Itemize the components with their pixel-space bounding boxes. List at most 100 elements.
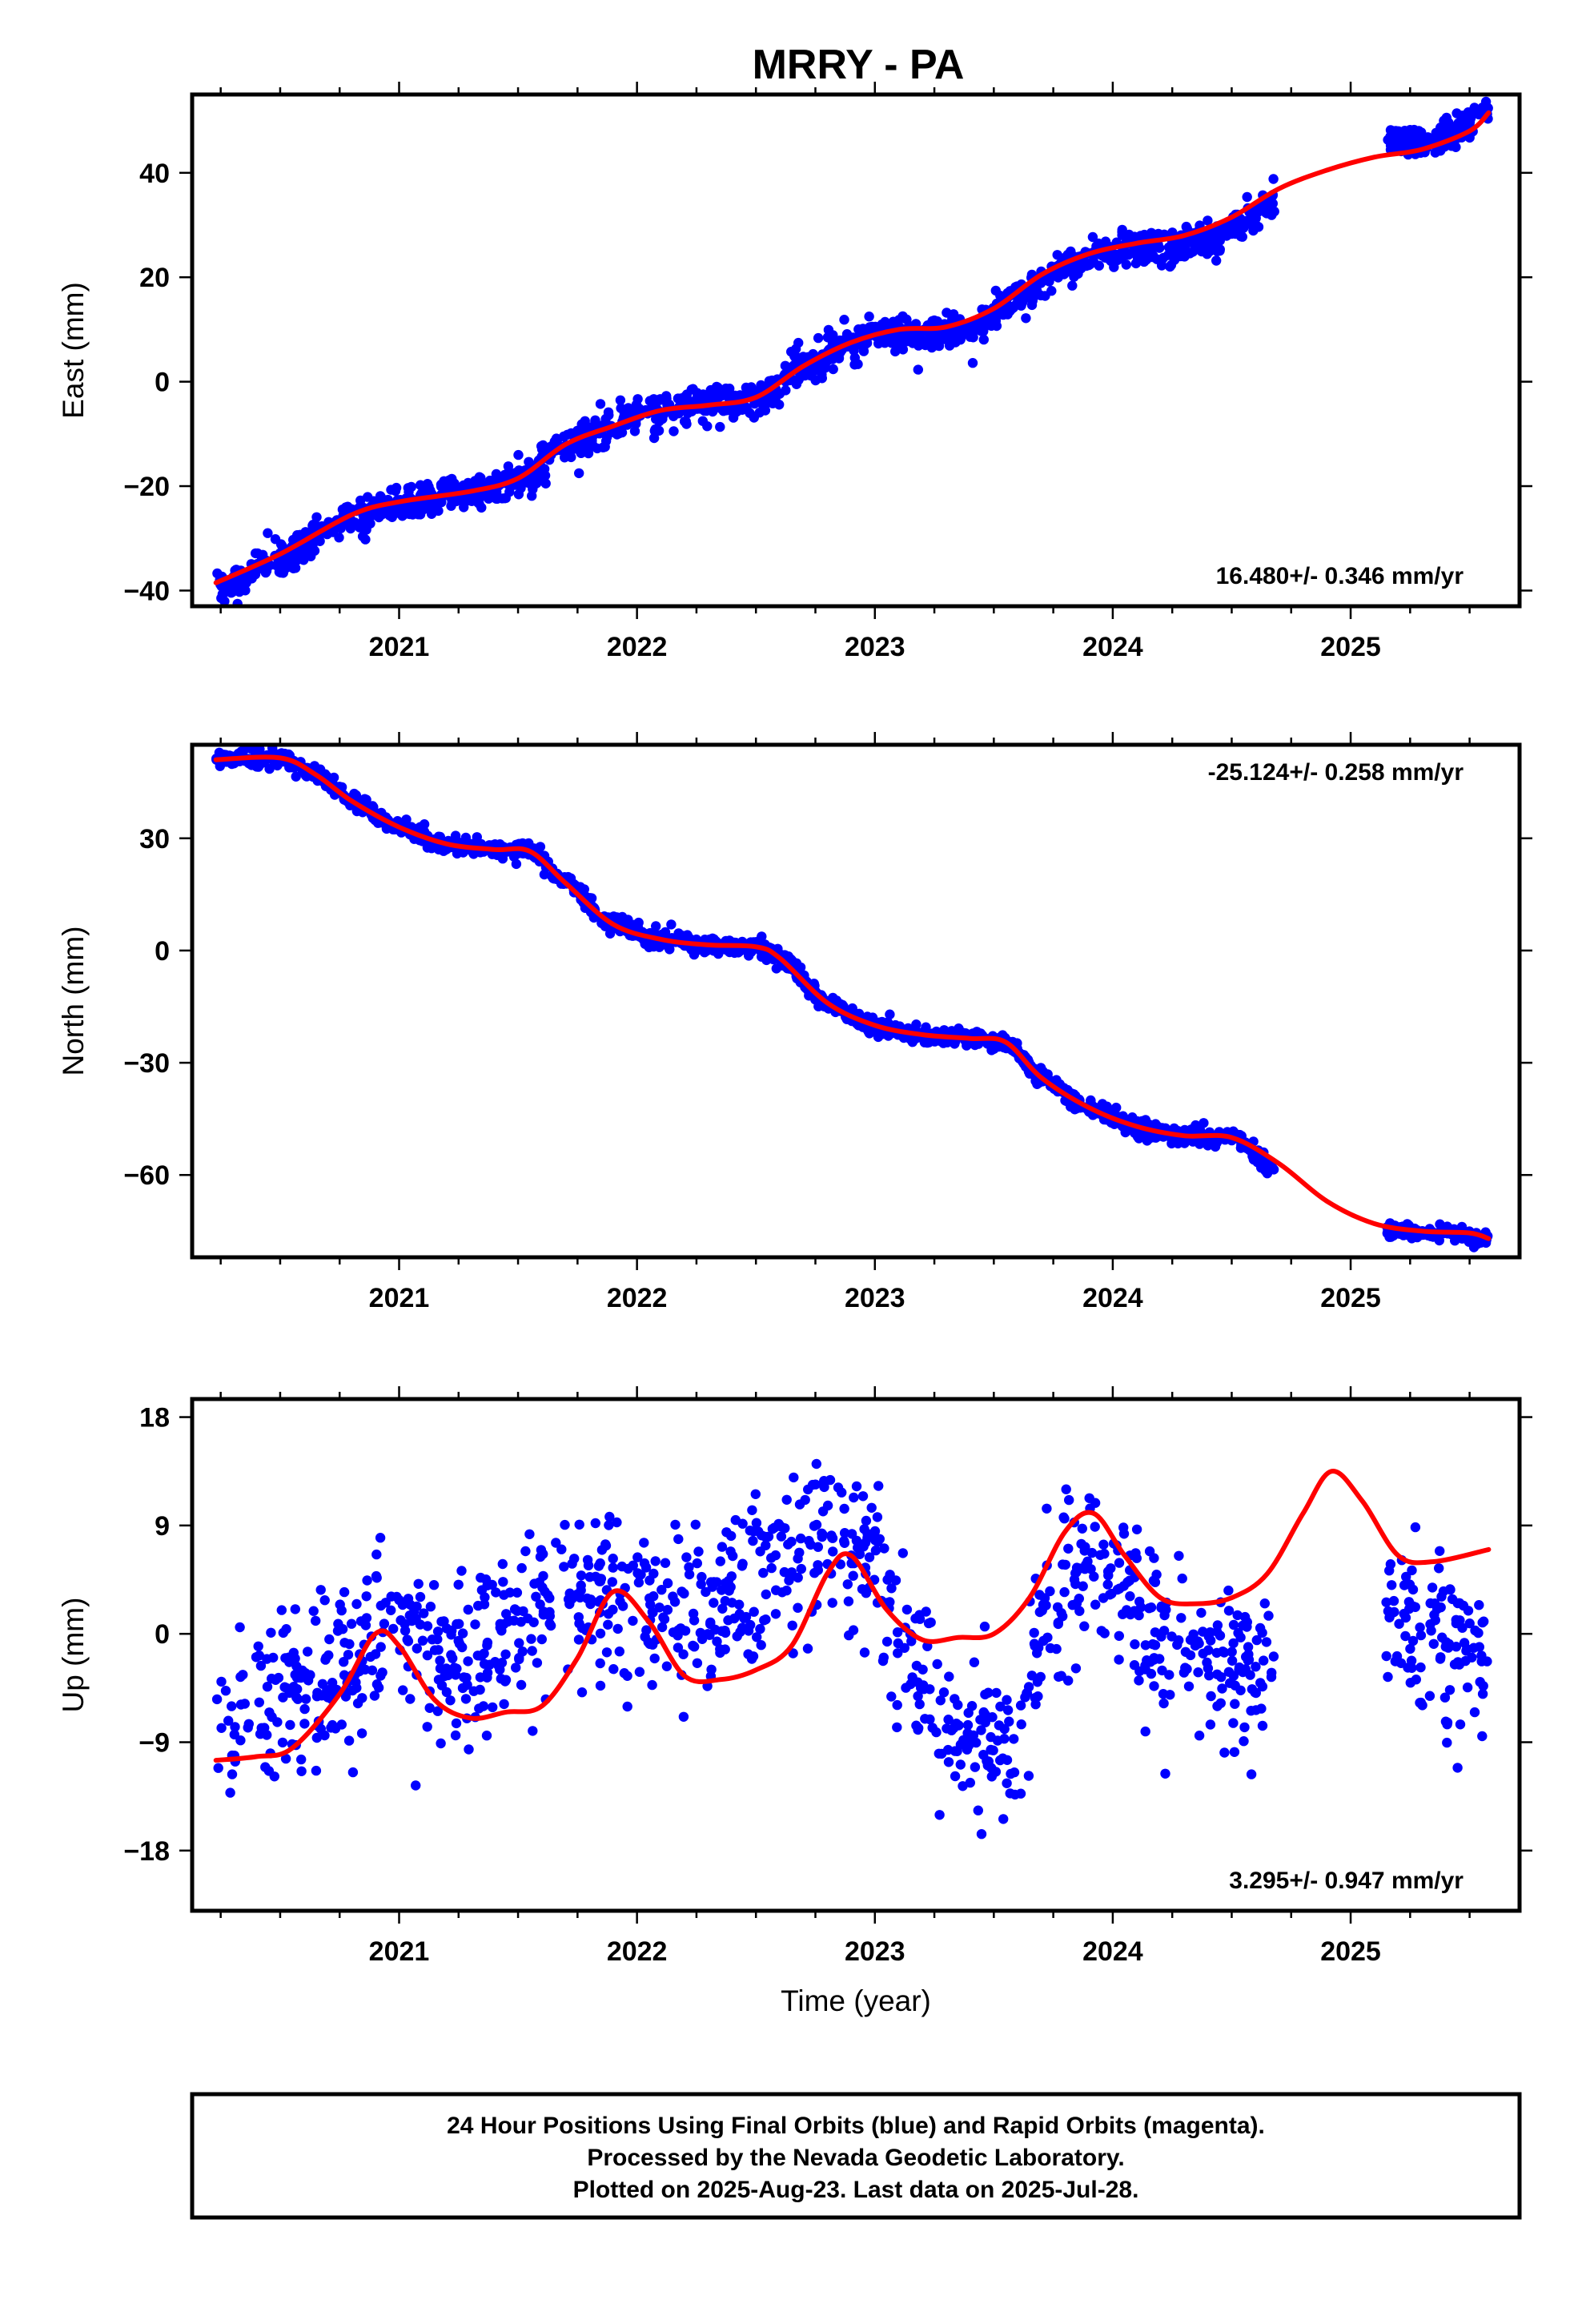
north-x-tick-label: 2024 bbox=[1082, 1283, 1143, 1313]
up-data-point bbox=[969, 1657, 980, 1667]
up-data-point bbox=[520, 1546, 531, 1557]
up-data-point bbox=[897, 1548, 909, 1558]
up-data-point bbox=[878, 1652, 889, 1663]
up-data-point bbox=[848, 1570, 858, 1581]
up-data-point bbox=[1257, 1681, 1268, 1692]
up-data-point bbox=[844, 1630, 854, 1641]
east-data-point bbox=[504, 466, 514, 476]
up-data-point bbox=[267, 1673, 277, 1684]
east-data-point bbox=[697, 416, 708, 426]
up-data-point bbox=[495, 1622, 505, 1633]
east-data-point bbox=[451, 496, 462, 507]
east-data-point bbox=[476, 489, 486, 501]
up-data-point bbox=[1259, 1655, 1269, 1666]
up-data-point bbox=[892, 1627, 903, 1638]
north-y-tick-label: 30 bbox=[139, 824, 170, 854]
up-data-point bbox=[339, 1670, 350, 1680]
up-data-point bbox=[235, 1735, 246, 1746]
east-data-point bbox=[1067, 280, 1078, 291]
up-data-point bbox=[1477, 1689, 1488, 1699]
north-data-point bbox=[1205, 1138, 1215, 1148]
up-data-point bbox=[319, 1730, 330, 1741]
up-data-point bbox=[347, 1767, 359, 1778]
up-data-point bbox=[1041, 1600, 1051, 1610]
north-y-tick-label: −30 bbox=[123, 1048, 170, 1079]
north-data-point bbox=[1111, 1102, 1122, 1113]
east-data-point bbox=[1187, 247, 1199, 257]
east-data-point bbox=[874, 336, 885, 348]
up-data-point bbox=[535, 1551, 546, 1562]
up-data-point bbox=[590, 1518, 600, 1529]
up-data-point bbox=[962, 1727, 973, 1739]
up-data-point bbox=[1217, 1683, 1227, 1694]
up-data-point bbox=[857, 1491, 869, 1502]
up-data-point bbox=[412, 1643, 422, 1654]
up-data-point bbox=[1230, 1699, 1240, 1709]
up-data-point bbox=[779, 1566, 789, 1578]
up-data-point bbox=[1004, 1716, 1014, 1727]
up-data-point bbox=[435, 1663, 446, 1674]
east-data-point bbox=[537, 469, 548, 480]
up-data-point bbox=[1391, 1651, 1403, 1662]
up-data-point bbox=[1458, 1600, 1469, 1611]
up-data-point bbox=[408, 1614, 419, 1626]
north-data-point bbox=[255, 745, 265, 754]
up-data-point bbox=[1230, 1680, 1240, 1691]
up-data-point bbox=[1140, 1664, 1150, 1675]
up-data-point bbox=[1440, 1642, 1452, 1652]
up-data-point bbox=[751, 1518, 762, 1528]
east-data-point bbox=[306, 551, 316, 561]
up-data-point bbox=[1079, 1621, 1090, 1631]
east-data-point bbox=[715, 421, 725, 432]
up-data-point bbox=[608, 1604, 618, 1615]
up-data-point bbox=[604, 1520, 614, 1530]
up-data-point bbox=[569, 1554, 580, 1564]
east-data-point bbox=[841, 329, 853, 340]
up-data-point bbox=[509, 1604, 520, 1614]
east-data-point bbox=[355, 495, 366, 506]
up-data-point bbox=[1034, 1642, 1044, 1653]
up-data-point bbox=[397, 1599, 408, 1610]
up-data-point bbox=[678, 1711, 689, 1722]
up-data-point bbox=[943, 1757, 954, 1767]
up-data-point bbox=[743, 1649, 753, 1659]
north-data-point bbox=[460, 835, 472, 846]
up-data-point bbox=[925, 1684, 935, 1695]
up-data-point bbox=[1445, 1584, 1456, 1594]
up-data-point bbox=[415, 1591, 426, 1602]
east-data-point bbox=[1268, 174, 1279, 184]
east-data-point bbox=[476, 502, 487, 513]
east-data-point bbox=[793, 375, 804, 385]
up-data-point bbox=[1114, 1655, 1124, 1665]
up-data-point bbox=[730, 1514, 741, 1526]
east-velocity-label: 16.480+/- 0.346 mm/yr bbox=[1216, 563, 1464, 589]
up-data-point bbox=[1232, 1610, 1243, 1621]
up-data-point bbox=[315, 1585, 326, 1595]
up-data-point bbox=[991, 1687, 1002, 1699]
up-data-point bbox=[1015, 1700, 1026, 1711]
up-data-point bbox=[1399, 1608, 1409, 1619]
east-data-point bbox=[943, 328, 954, 338]
up-data-point bbox=[337, 1624, 348, 1634]
east-data-point bbox=[858, 346, 869, 356]
up-data-point bbox=[804, 1535, 814, 1546]
up-data-point bbox=[752, 1632, 762, 1642]
up-data-point bbox=[526, 1634, 536, 1644]
up-data-point bbox=[1026, 1671, 1038, 1681]
up-data-point bbox=[277, 1737, 288, 1748]
up-data-point bbox=[311, 1732, 322, 1743]
up-data-point bbox=[851, 1481, 862, 1492]
up-data-point bbox=[373, 1683, 384, 1693]
up-data-point bbox=[576, 1687, 588, 1698]
up-data-point bbox=[1183, 1681, 1195, 1691]
up-data-point bbox=[914, 1614, 926, 1624]
up-data-point bbox=[670, 1519, 681, 1530]
up-data-point bbox=[1154, 1654, 1165, 1664]
up-data-point bbox=[1002, 1755, 1013, 1765]
up-data-point bbox=[450, 1730, 461, 1741]
up-data-point bbox=[424, 1703, 435, 1713]
north-data-point bbox=[1030, 1076, 1041, 1086]
up-data-point bbox=[1435, 1652, 1446, 1663]
up-data-point bbox=[482, 1667, 493, 1678]
east-data-point bbox=[390, 485, 401, 497]
